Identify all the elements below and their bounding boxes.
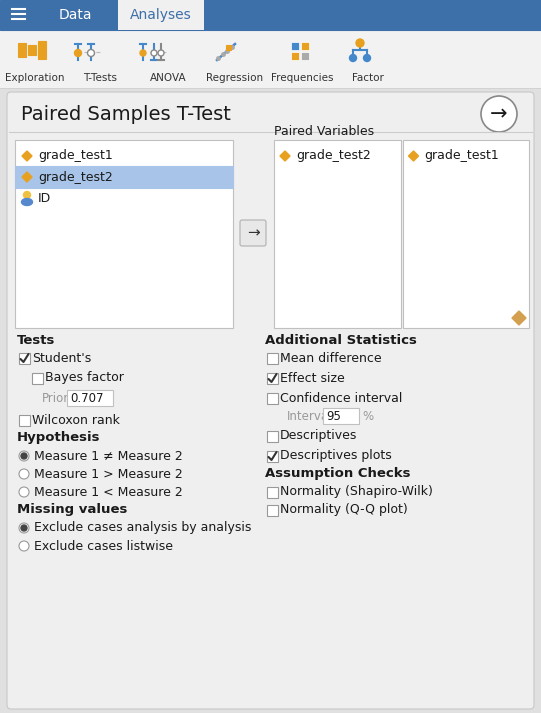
Text: Descriptives: Descriptives [280, 429, 358, 443]
Circle shape [21, 525, 27, 531]
FancyBboxPatch shape [7, 92, 534, 709]
Text: T-Tests: T-Tests [83, 73, 117, 83]
Circle shape [151, 50, 157, 56]
Bar [18, 43, 26, 57]
Bar [0, 30, 541, 88]
Text: Student's: Student's [32, 352, 91, 364]
Text: Analyses: Analyses [130, 8, 192, 22]
Text: Hypothesis: Hypothesis [17, 431, 101, 444]
Bar [226, 45, 231, 50]
Text: Frequencies: Frequencies [270, 73, 333, 83]
Text: Descriptives plots: Descriptives plots [280, 449, 392, 463]
Bar [15, 166, 233, 188]
Bar [18, 414, 30, 426]
Circle shape [21, 453, 27, 459]
Bar [267, 372, 278, 384]
Bar [301, 42, 309, 50]
Text: Measure 1 ≠ Measure 2: Measure 1 ≠ Measure 2 [34, 449, 183, 463]
Text: Effect size: Effect size [280, 371, 345, 384]
Bar [31, 372, 43, 384]
Text: Exploration: Exploration [5, 73, 65, 83]
Polygon shape [22, 172, 32, 182]
Text: Bayes factor: Bayes factor [45, 371, 124, 384]
Bar [267, 505, 278, 515]
Polygon shape [280, 151, 290, 161]
Circle shape [19, 523, 29, 533]
Text: grade_test1: grade_test1 [38, 150, 113, 163]
Polygon shape [512, 311, 526, 325]
Ellipse shape [22, 198, 32, 205]
Text: Measure 1 > Measure 2: Measure 1 > Measure 2 [34, 468, 183, 481]
Text: ID: ID [38, 192, 51, 205]
Bar [274, 140, 400, 328]
Bar [403, 140, 529, 328]
Text: ANOVA: ANOVA [150, 73, 186, 83]
Text: grade_test2: grade_test2 [38, 170, 113, 183]
Text: Exclude cases listwise: Exclude cases listwise [34, 540, 173, 553]
Circle shape [19, 541, 29, 551]
Text: Normality (Q-Q plot): Normality (Q-Q plot) [280, 503, 408, 516]
Text: Factor: Factor [352, 73, 384, 83]
Circle shape [88, 49, 95, 56]
Text: Exclude cases analysis by analysis: Exclude cases analysis by analysis [34, 521, 252, 535]
Bar [267, 352, 278, 364]
Bar [267, 431, 278, 441]
Circle shape [75, 49, 82, 56]
Circle shape [158, 50, 164, 56]
Bar [291, 42, 299, 50]
Text: Data: Data [58, 8, 92, 22]
Text: %: % [362, 409, 373, 423]
Bar [28, 45, 36, 55]
Text: Mean difference: Mean difference [280, 352, 381, 364]
Text: 0.707: 0.707 [70, 391, 103, 404]
Bar [301, 52, 309, 60]
Circle shape [19, 487, 29, 497]
Text: Normality (Shapiro-Wilk): Normality (Shapiro-Wilk) [280, 486, 433, 498]
Bar [118, 0, 204, 30]
Bar [0, 0, 541, 30]
Text: Measure 1 < Measure 2: Measure 1 < Measure 2 [34, 486, 183, 498]
Bar [18, 352, 30, 364]
Polygon shape [22, 151, 32, 161]
Bar [38, 41, 46, 59]
Text: Regression: Regression [207, 73, 263, 83]
Circle shape [19, 469, 29, 479]
Circle shape [481, 96, 517, 132]
Text: Tests: Tests [17, 334, 55, 347]
Circle shape [364, 54, 371, 61]
Text: Wilcoxon rank: Wilcoxon rank [32, 414, 120, 426]
Bar [323, 408, 359, 424]
Text: Confidence interval: Confidence interval [280, 391, 403, 404]
Text: Additional Statistics: Additional Statistics [265, 334, 417, 347]
Circle shape [349, 54, 357, 61]
Text: Assumption Checks: Assumption Checks [265, 468, 411, 481]
Text: →: → [247, 225, 259, 240]
FancyBboxPatch shape [240, 220, 266, 246]
Text: Paired Samples T-Test: Paired Samples T-Test [21, 105, 231, 123]
Text: Paired Variables: Paired Variables [274, 125, 374, 138]
Circle shape [23, 192, 30, 198]
Bar [15, 140, 233, 328]
Text: grade_test1: grade_test1 [425, 150, 499, 163]
Bar [291, 52, 299, 60]
Circle shape [140, 50, 146, 56]
Text: Prior: Prior [42, 391, 69, 404]
Text: →: → [490, 104, 508, 124]
Bar [267, 451, 278, 461]
Text: grade_test2: grade_test2 [296, 150, 371, 163]
Bar [267, 392, 278, 404]
Bar [67, 390, 113, 406]
Text: 95: 95 [326, 409, 341, 423]
Circle shape [19, 451, 29, 461]
Text: Missing values: Missing values [17, 503, 127, 516]
Circle shape [356, 39, 364, 47]
Bar [267, 486, 278, 498]
Text: Interval: Interval [287, 409, 333, 423]
Polygon shape [408, 151, 419, 161]
